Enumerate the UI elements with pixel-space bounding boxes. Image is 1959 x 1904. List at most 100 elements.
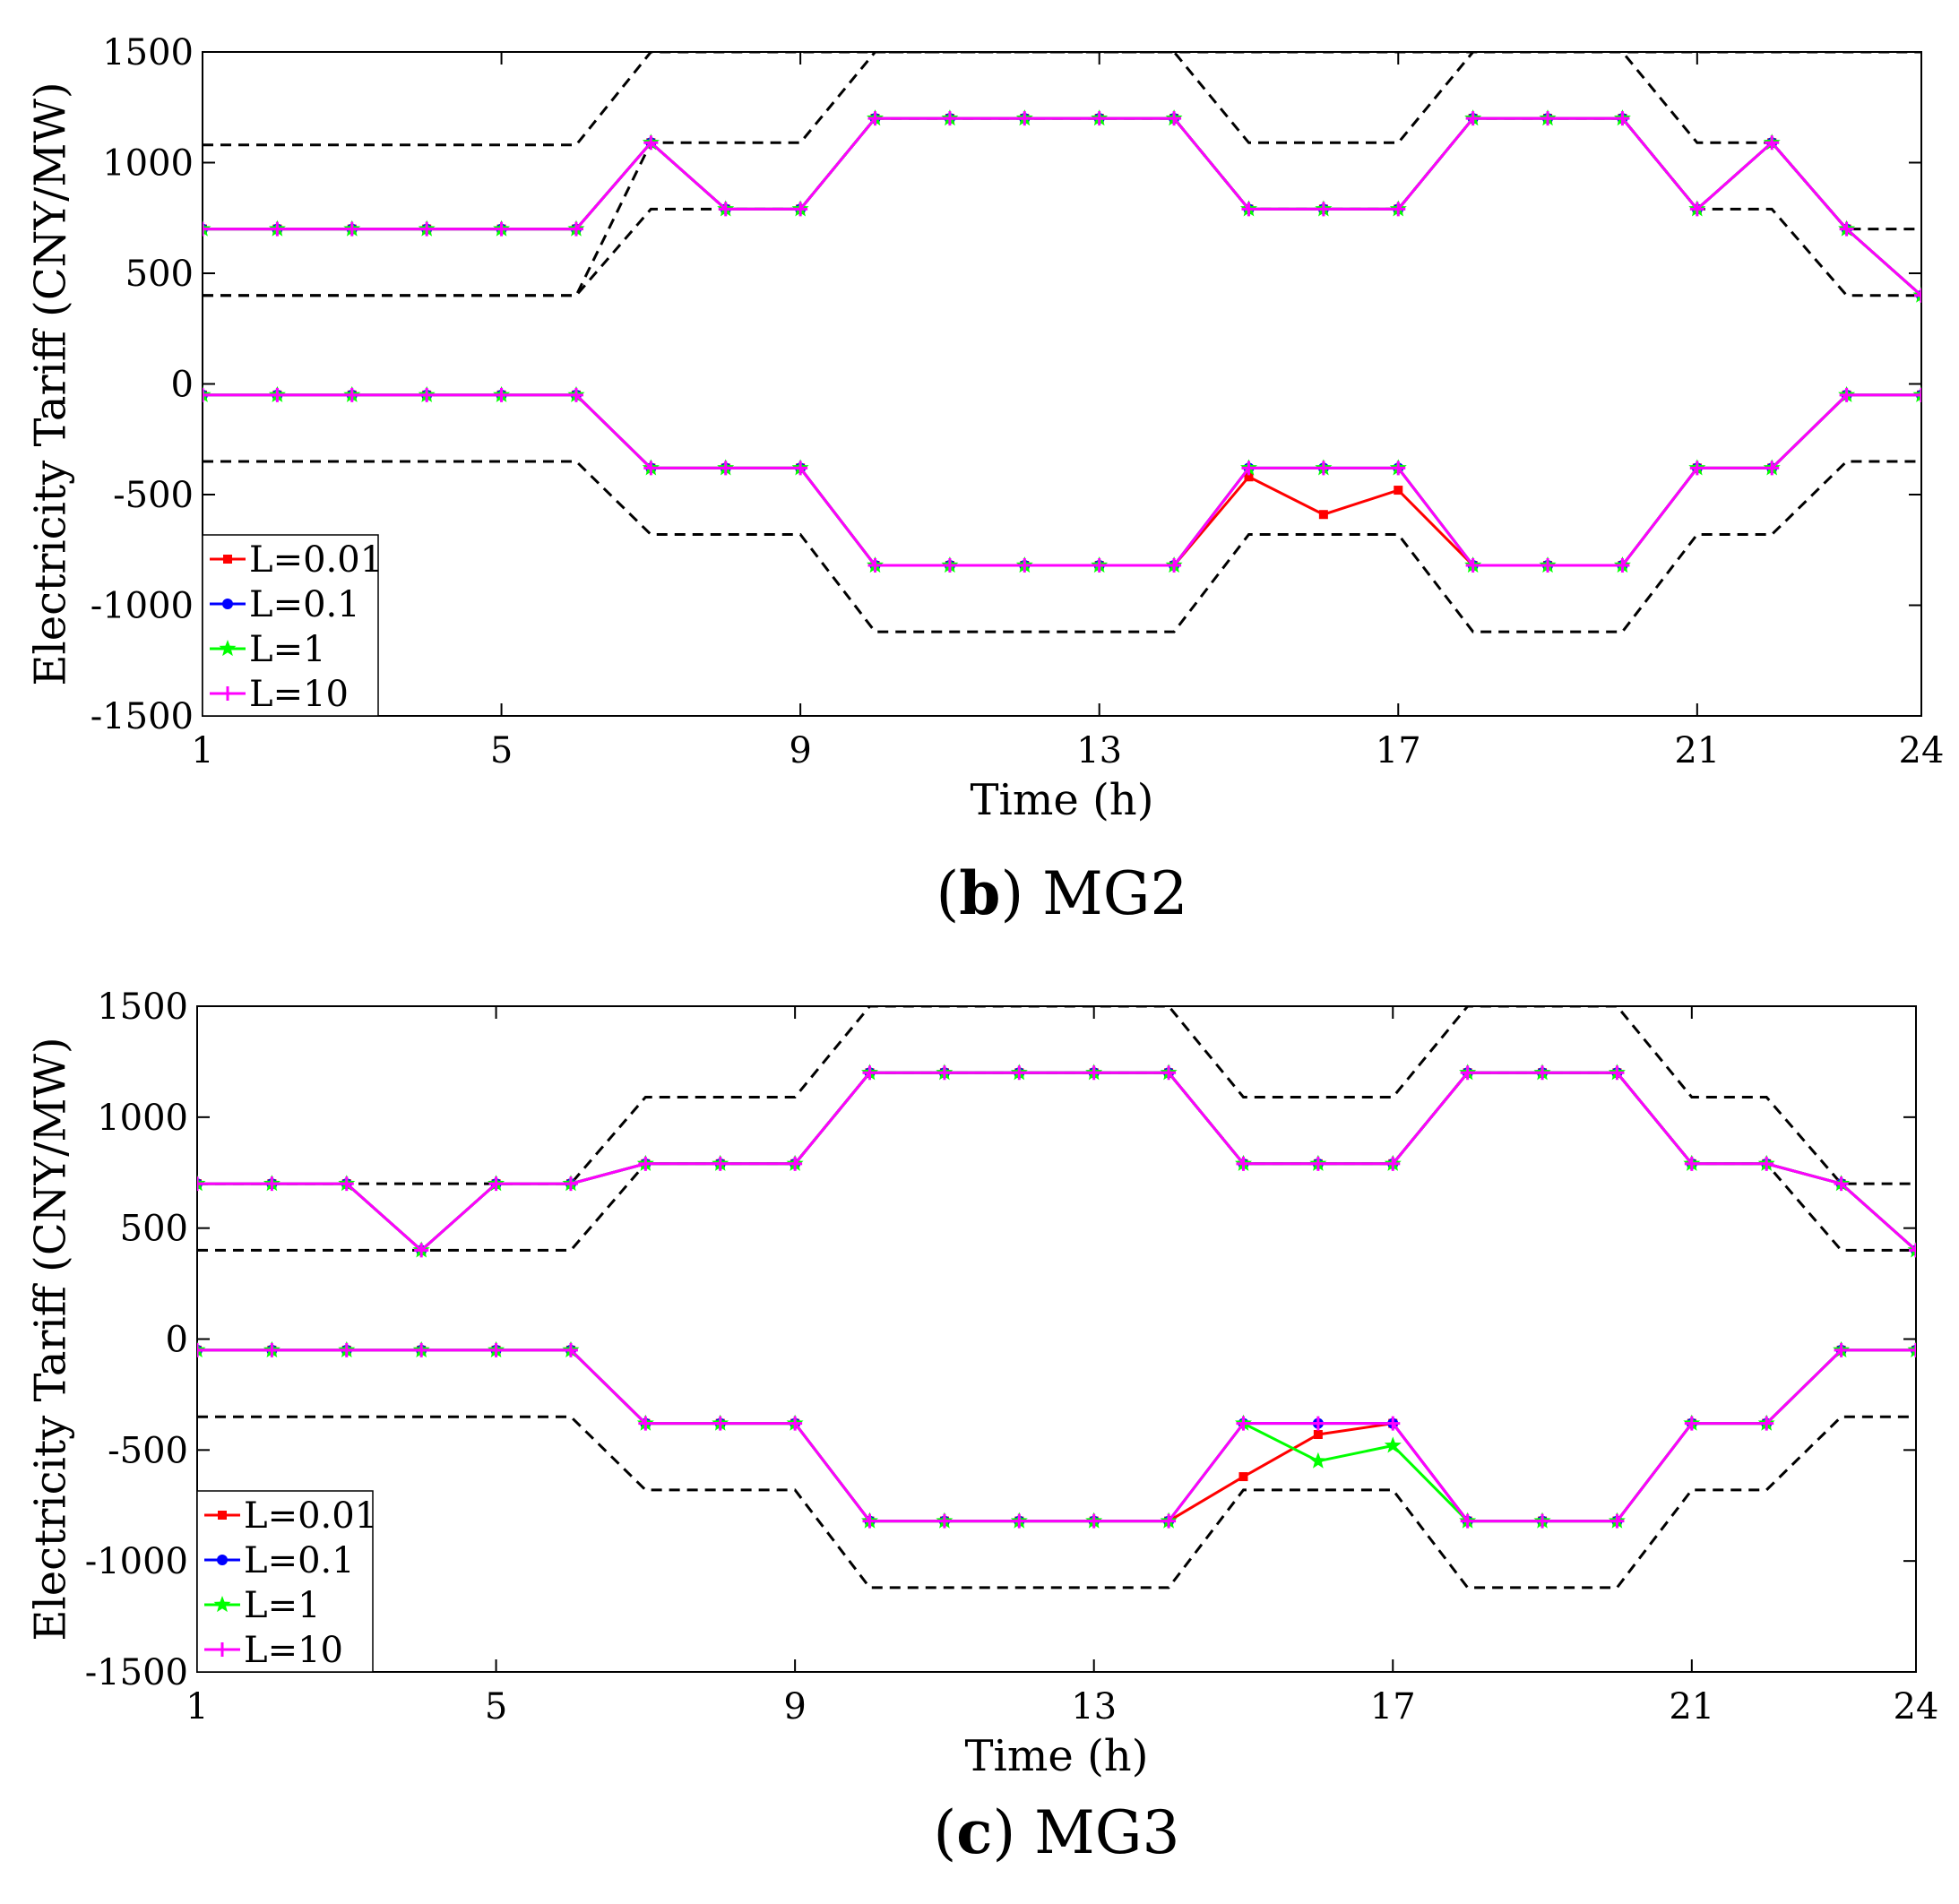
y-tick-label: -1500 — [91, 696, 194, 737]
data-point-L=10-lower — [718, 461, 733, 476]
y-tick-label: 500 — [125, 254, 194, 295]
data-point-L=10-upper — [1834, 1176, 1849, 1192]
data-point-L=10-upper — [638, 1156, 653, 1171]
data-point-L=10-lower — [643, 461, 659, 476]
data-point-L=10-lower — [1914, 387, 1921, 402]
data-point-L=10-lower — [638, 1416, 653, 1431]
data-point-L=10-lower — [197, 1342, 204, 1357]
data-point-L=10-lower — [1765, 461, 1780, 476]
plot-data — [203, 52, 1921, 633]
data-point-L=10-lower — [344, 387, 359, 402]
x-tick-label: 13 — [1076, 730, 1122, 771]
data-point-L=10-lower — [788, 1416, 803, 1431]
data-point-L=10-upper — [1241, 202, 1256, 217]
data-point-L=10-lower — [568, 387, 583, 402]
x-tick-label: 1 — [191, 730, 213, 771]
x-axis-label: Time (h) — [965, 1731, 1149, 1781]
data-point-L=10-upper — [494, 221, 509, 237]
series-line-L=1-lower — [197, 1348, 1916, 1523]
data-point-L=10-lower — [494, 387, 509, 402]
data-point-L=0.01-lower — [1318, 510, 1328, 520]
data-point-L=10-lower — [1086, 1513, 1101, 1529]
data-point-L=10-lower — [203, 387, 210, 402]
data-point-L=10-upper — [568, 221, 583, 237]
y-tick-label: -1000 — [85, 1541, 188, 1582]
data-point-L=0.01-lower — [1394, 486, 1403, 495]
data-point-L=10-upper — [1684, 1156, 1699, 1171]
legend-entry-L=0.1: L=0.1 — [244, 1540, 355, 1581]
series-line-L=0.01-lower — [197, 1348, 1916, 1523]
data-point-L=1-lower — [1309, 1452, 1327, 1469]
series-line-L=0.1-lower — [197, 1348, 1916, 1523]
data-point-L=10-upper — [712, 1156, 728, 1171]
legend-entry-L=1: L=1 — [244, 1585, 321, 1626]
legend: L=0.01L=0.1L=1L=10 — [202, 534, 383, 717]
data-point-L=10-upper — [1765, 135, 1780, 151]
y-tick-label: -1000 — [91, 586, 194, 627]
data-point-L=10-lower — [1167, 558, 1182, 573]
legend-marker — [217, 1555, 228, 1565]
data-point-L=10-upper — [643, 135, 659, 151]
data-point-L=10-upper — [1914, 288, 1921, 303]
bound-line-3 — [197, 1415, 1916, 1590]
x-tick-label: 9 — [783, 1686, 806, 1727]
data-point-L=10-upper — [942, 111, 957, 126]
data-point-L=10-lower — [1609, 1513, 1625, 1529]
data-point-L=10-lower — [712, 1416, 728, 1431]
data-point-L=10-upper — [867, 111, 883, 126]
data-point-L=10-upper — [718, 202, 733, 217]
data-point-L=10-lower — [1012, 1513, 1027, 1529]
data-point-L=10-upper — [203, 221, 210, 237]
panel-caption: (c) MG3 — [934, 1797, 1180, 1867]
data-point-L=10-lower — [1759, 1416, 1774, 1431]
data-point-L=10-upper — [1460, 1065, 1475, 1081]
data-point-L=10-upper — [414, 1243, 429, 1258]
x-tick-label: 24 — [1899, 730, 1945, 771]
data-point-L=10-lower — [1385, 1416, 1401, 1431]
series-line-L=1-lower — [203, 393, 1921, 567]
data-point-L=10-upper — [419, 221, 435, 237]
data-point-L=10-lower — [1316, 461, 1331, 476]
data-point-L=10-lower — [1834, 1342, 1849, 1357]
legend-entry-L=10: L=10 — [249, 674, 349, 715]
data-point-L=10-upper — [1385, 1156, 1401, 1171]
series-line-L=0.01-lower — [203, 393, 1921, 567]
data-point-L=10-upper — [1689, 202, 1704, 217]
bound-line-2 — [203, 52, 1921, 297]
data-point-L=10-upper — [1535, 1065, 1550, 1081]
data-point-L=10-upper — [1609, 1065, 1625, 1081]
data-point-L=10-upper — [1316, 202, 1331, 217]
x-tick-label: 9 — [789, 730, 811, 771]
legend: L=0.01L=0.1L=1L=10 — [196, 1490, 377, 1673]
data-point-L=10-upper — [1391, 202, 1406, 217]
data-point-L=10-lower — [1540, 558, 1556, 573]
y-tick-label: 0 — [166, 1320, 188, 1361]
series-line-L=0.1-lower — [203, 393, 1921, 567]
data-point-L=10-lower — [419, 387, 435, 402]
legend-entry-L=0.01: L=0.01 — [244, 1495, 377, 1537]
plot-area-frame — [202, 51, 1922, 717]
data-point-L=10-lower — [867, 558, 883, 573]
legend-marker — [223, 555, 232, 564]
data-point-L=10-lower — [936, 1513, 952, 1529]
data-point-L=0.01-lower — [1238, 1472, 1248, 1482]
data-point-L=10-lower — [862, 1513, 877, 1529]
series-line-L=1-upper — [197, 1071, 1916, 1253]
data-point-L=10-upper — [488, 1176, 504, 1192]
x-tick-label: 5 — [490, 730, 513, 771]
x-tick-label: 24 — [1894, 1686, 1939, 1727]
series-line-L=0.01-upper — [197, 1071, 1916, 1253]
data-point-L=10-upper — [1759, 1156, 1774, 1171]
data-point-L=10-lower — [1017, 558, 1032, 573]
bound-line-4 — [203, 460, 1921, 633]
data-point-L=10-upper — [936, 1065, 952, 1081]
data-point-L=10-lower — [264, 1342, 280, 1357]
legend-marker — [213, 1596, 231, 1613]
data-point-L=10-upper — [1092, 111, 1107, 126]
data-point-L=10-upper — [1909, 1243, 1916, 1258]
x-tick-label: 1 — [186, 1686, 208, 1727]
plot-area-frame — [196, 1005, 1917, 1673]
series-line-L=10-upper — [197, 1071, 1916, 1253]
data-point-L=10-lower — [1615, 558, 1630, 573]
